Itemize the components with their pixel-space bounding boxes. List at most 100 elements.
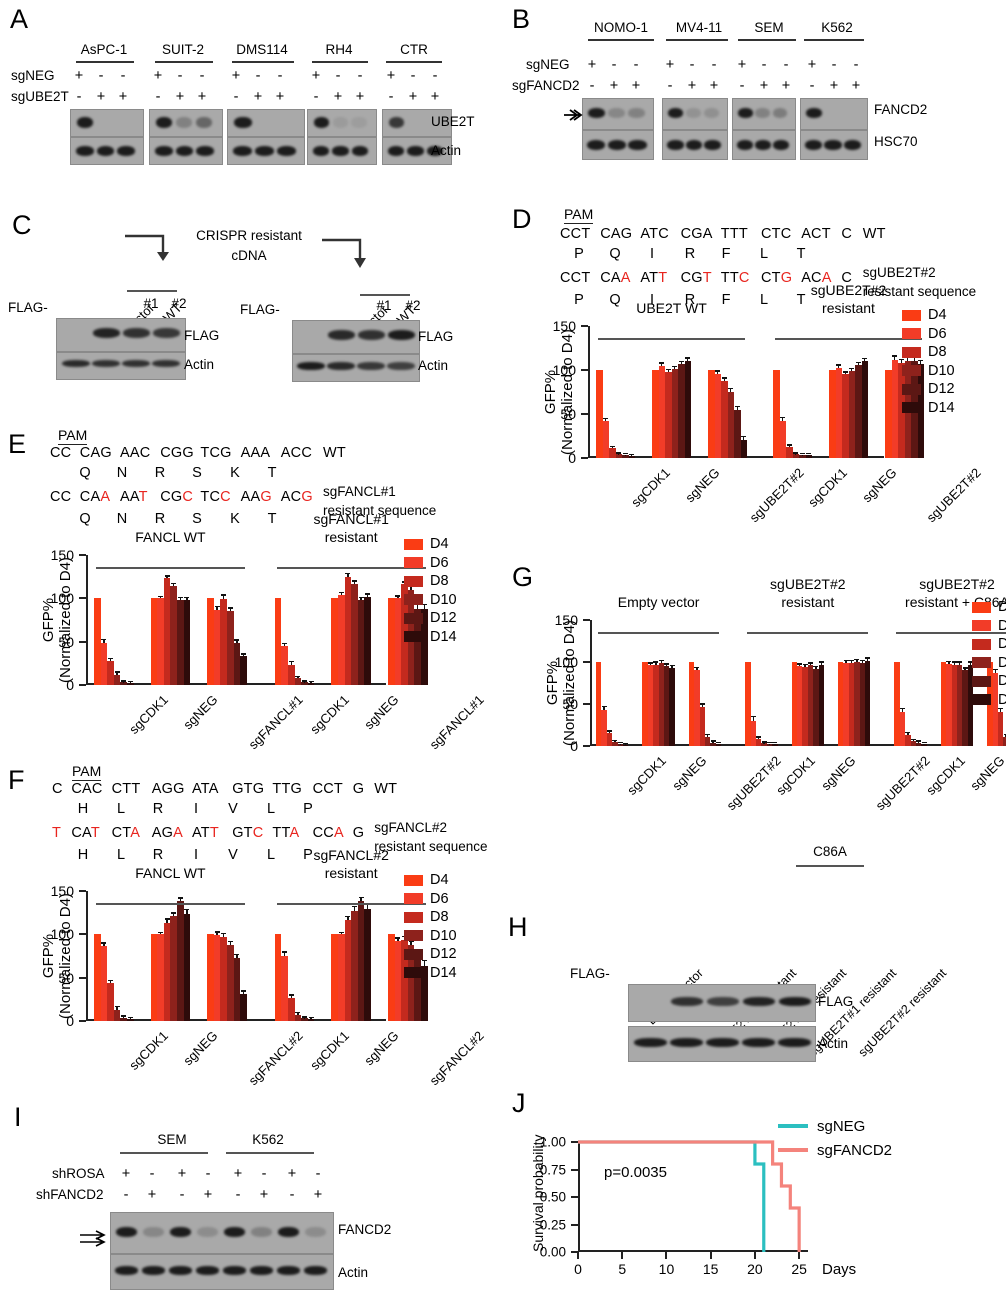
protein-band	[97, 146, 115, 156]
protein-band	[116, 1227, 137, 1237]
protein-band	[358, 330, 385, 340]
pg-chart-errbar-g0-c2-s2	[702, 705, 703, 708]
pf-chart-bar-g0-c1-s1	[157, 934, 164, 1021]
panel-b-blot-hsc70-2	[732, 130, 796, 160]
pe-seq-wt-codon-0: CC	[50, 445, 71, 461]
panel-j-legend-swatch-0	[778, 1124, 808, 1128]
pg-chart-errcap-g2-c0-s5	[922, 742, 927, 743]
pe-chart-errbar-g0-c2-s3	[230, 609, 231, 612]
pd-chart-errbar-g0-c0-s3	[618, 454, 619, 455]
pe-chart-legend-label-5: D14	[430, 629, 457, 645]
pd-chart-legend-row-3: D10	[902, 362, 955, 381]
pg-chart-errbar-g2-c0-s5	[923, 744, 924, 745]
pg-chart-xcat-g2-1: sgNEG	[967, 753, 1006, 793]
pe-chart-bar-g0-c1-s0	[151, 598, 158, 685]
pf-chart-errcap-g0-c0-s3	[115, 1006, 120, 1007]
panel-c-left-sublane-rule	[127, 290, 177, 292]
pe-chart-bar-g1-c1-s3	[351, 584, 358, 685]
pg-chart-errbar-g2-c1-s1	[948, 662, 949, 664]
panel-a-rule-2	[232, 61, 294, 63]
protein-band	[755, 140, 771, 150]
pf-chart-errcap-g0-c2-s3	[228, 941, 233, 942]
protein-band	[704, 108, 719, 118]
panel-a: A AsPC-1 SUIT-2 DMS114 RH4 CTR sgNEG sgU…	[8, 6, 478, 176]
protein-band	[806, 108, 822, 118]
pe-chart-legend-swatch-4	[404, 613, 423, 624]
pe-chart-legend-swatch-0	[404, 539, 423, 550]
panel-i-sign-shfancd2-4: -	[231, 1187, 245, 1203]
pe-chart-errbar-g0-c1-s2	[166, 577, 167, 579]
pg-chart-ytick-3	[583, 619, 590, 621]
pd-chart-errbar-g0-c0-s2	[612, 447, 613, 448]
pe-chart-errcap-g0-c2-s3	[228, 607, 233, 608]
pe-chart-errcap-g0-c1-s5	[184, 597, 189, 598]
panel-a-sign-sgneg-3-1: -	[331, 68, 345, 84]
panel-j-xticklabel-1: 5	[604, 1261, 640, 1277]
pd-chart-errcap-g1-c0-s3	[793, 452, 798, 453]
pf-chart-grouprule-0	[96, 903, 245, 905]
panel-c-title-line2: cDNA	[174, 248, 324, 263]
panel-c-right-lane-3: #2	[400, 298, 426, 313]
pe-chart-grouprule-0	[96, 567, 245, 569]
pd-chart-errcap-g0-c0-s5	[629, 454, 634, 455]
panel-c-left-blot-label-0: FLAG	[184, 328, 219, 343]
protein-band	[327, 362, 355, 370]
protein-band	[117, 146, 135, 156]
protein-band	[277, 146, 296, 156]
pe-chart-errbar-g0-c0-s5	[130, 682, 131, 683]
pe-chart-legend-label-0: D4	[430, 536, 449, 552]
pf-chart-bar-g1-c2-s1	[395, 941, 402, 1021]
pf-chart-errcap-g1-c1-s4	[359, 897, 364, 898]
pe-chart-legend-row-4: D12	[404, 609, 457, 628]
panel-a-cellline-4: CTR	[383, 42, 445, 57]
panel-b-blot-fancd2-2	[732, 98, 796, 130]
pg-chart-errcap-g0-c2-s1	[694, 667, 699, 668]
pg-chart-errbar-g2-c2-s2	[1000, 709, 1001, 712]
pf-chart-errbar-g0-c2-s2	[223, 934, 224, 937]
pf-chart-errcap-g0-c1-s2	[165, 918, 170, 919]
pf-chart-errbar-g1-c1-s1	[341, 933, 342, 934]
pe-chart-groupname-0: FANCL WT	[90, 529, 250, 545]
pg-chart-errcap-g1-c0-s1	[751, 716, 756, 717]
pf-chart-legend-row-2: D8	[404, 908, 457, 927]
panel-b-cellline-3: K562	[804, 20, 870, 35]
pg-chart-errcap-g2-c1-s3	[957, 661, 962, 662]
pd-chart-errcap-g0-c2-s5	[741, 436, 746, 437]
pf-chart-bar-g0-c0-s2	[107, 983, 114, 1021]
pg-chart-errcap-g0-c0-s1	[602, 706, 607, 707]
panel-a-blot-actin-2	[227, 137, 305, 165]
pg-chart-ytick-0	[583, 745, 590, 747]
pf-chart-legend-row-1: D6	[404, 890, 457, 909]
panel-b-rule-1	[666, 39, 728, 41]
pe-chart-bar-g1-c0-s1	[281, 646, 288, 685]
pd-seq-mut-aa-0: P	[572, 292, 586, 308]
pe-chart-ytick-2	[79, 597, 86, 599]
pg-chart-errbar-g1-c1-s5	[821, 663, 822, 665]
panel-b-sign-sgneg-0-0: +	[585, 57, 599, 73]
pe-chart-bar-g1-c2-s0	[388, 598, 395, 685]
pe-chart-errcap-g0-c0-s4	[121, 680, 126, 681]
panel-i-cellline-0: SEM	[132, 1132, 212, 1147]
panel-d-label: D	[512, 206, 532, 233]
pd-chart-legend-row-2: D8	[902, 343, 955, 362]
pg-chart-errbar-g1-c0-s5	[774, 744, 775, 745]
pg-chart-errcap-g2-c0-s1	[900, 708, 905, 709]
pe-chart-y-axis	[86, 555, 88, 685]
panel-c-left-blot-flag	[56, 318, 186, 352]
protein-band	[755, 108, 770, 118]
pd-chart-errbar-g0-c1-s1	[661, 364, 662, 367]
pe-seq-mut-aa-2: R	[153, 511, 167, 527]
pf-chart-bar-g1-c1-s4	[358, 901, 365, 1021]
pe-chart-errcap-g0-c2-s5	[241, 653, 246, 654]
pf-seq-mut-codon-5: GTC	[232, 825, 263, 841]
pf-chart-bar-g1-c1-s2	[345, 920, 352, 1021]
protein-band	[332, 146, 348, 156]
pd-chart-errcap-g0-c1-s3	[672, 366, 677, 367]
pg-chart-legend-label-5: D14	[998, 692, 1006, 708]
panel-j-pvalue: p=0.0035	[604, 1164, 667, 1181]
pg-chart-errcap-g2-c0-s3	[911, 739, 916, 740]
pd-chart-errcap-g0-c1-s5	[685, 357, 690, 358]
pf-chart-errbar-g1-c1-s4	[360, 898, 361, 901]
pg-chart-errbar-g2-c1-s2	[954, 663, 955, 665]
panel-j-xticklabel-3: 15	[693, 1261, 729, 1277]
